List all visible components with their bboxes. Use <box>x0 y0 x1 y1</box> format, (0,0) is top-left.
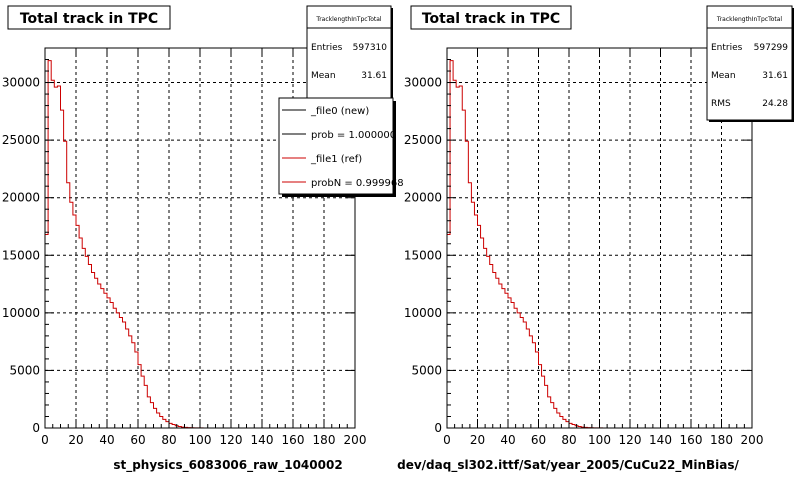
x-tick-label: 40 <box>500 433 515 447</box>
y-tick-label: 25000 <box>2 133 40 147</box>
x-tick-label: 180 <box>710 433 733 447</box>
y-tick-label: 15000 <box>404 248 442 262</box>
stats-label: Entries <box>711 43 743 53</box>
stats-value: 31.61 <box>762 71 788 81</box>
y-tick-label: 30000 <box>404 76 442 90</box>
x-tick-label: 120 <box>220 433 243 447</box>
title-box <box>410 5 572 30</box>
x-tick-label: 0 <box>41 433 49 447</box>
y-tick-label: 5000 <box>411 363 442 377</box>
legend-label: _file1 (ref) <box>310 154 362 165</box>
x-tick-label: 20 <box>68 433 83 447</box>
histogram-panel-2: 0 20 40 60 80 100 120 140 160 180 200 0 5000 10000 150… <box>397 5 794 473</box>
x-tick-label: 40 <box>99 433 114 447</box>
x-axis-label: dev/daq_sl302.ittf/Sat/year_2005/CuCu22_… <box>397 458 739 473</box>
legend-label: _file0 (new) <box>310 106 369 117</box>
stats-name: TracklengthInTpcTotal <box>716 16 783 23</box>
legend-label: prob = 1.000000 <box>311 130 396 141</box>
x-tick-label: 80 <box>161 433 176 447</box>
histogram-panel-1: 0 20 40 60 80 100 120 140 160 180 200 0 5000 10000 150… <box>2 5 404 473</box>
x-tick-label: 160 <box>680 433 703 447</box>
stats-value: 31.61 <box>361 71 387 81</box>
legend-label: probN = 0.999968 <box>311 178 404 189</box>
x-axis-label: st_physics_6083006_raw_1040002 <box>113 458 342 473</box>
title-box <box>7 5 171 30</box>
x-tick-label: 60 <box>130 433 145 447</box>
y-tick-label: 10000 <box>2 306 40 320</box>
stats-value: 597310 <box>353 43 388 53</box>
x-tick-label: 140 <box>649 433 672 447</box>
x-tick-label: 160 <box>282 433 305 447</box>
y-tick-label: 20000 <box>2 191 40 205</box>
chart-title: Total track in TPC <box>20 11 158 27</box>
stats-value: 597299 <box>754 43 789 53</box>
x-tick-label: 80 <box>561 433 576 447</box>
x-tick-label: 100 <box>588 433 611 447</box>
stats-label: Entries <box>311 43 343 53</box>
stats-box <box>706 5 793 121</box>
stats-name: TracklengthInTpcTotal <box>315 16 382 23</box>
x-tick-label: 60 <box>531 433 546 447</box>
stats-label: RMS <box>711 99 731 109</box>
x-tick-label: 20 <box>470 433 485 447</box>
stats-value: 24.28 <box>762 99 788 109</box>
legend: _file0 (new) prob = 1.000000 _file1 (ref) p… <box>278 97 404 197</box>
y-tick-label: 15000 <box>2 248 40 262</box>
y-tick-label: 10000 <box>404 306 442 320</box>
x-tick-label: 200 <box>741 433 764 447</box>
y-tick-label: 5000 <box>9 363 40 377</box>
x-tick-label: 120 <box>619 433 642 447</box>
y-tick-label: 30000 <box>2 76 40 90</box>
y-tick-label: 25000 <box>404 133 442 147</box>
plot-area <box>447 48 752 428</box>
x-tick-label: 100 <box>189 433 212 447</box>
x-tick-label: 200 <box>344 433 367 447</box>
x-tick-label: 0 <box>443 433 451 447</box>
y-tick-label: 0 <box>32 421 40 435</box>
x-tick-label: 180 <box>313 433 336 447</box>
legend-box <box>278 97 394 195</box>
x-tick-label: 140 <box>251 433 274 447</box>
y-tick-label: 0 <box>434 421 442 435</box>
y-tick-label: 20000 <box>404 191 442 205</box>
stats-label: Mean <box>711 71 736 81</box>
stats-label: Mean <box>311 71 336 81</box>
chart-title: Total track in TPC <box>422 11 560 27</box>
